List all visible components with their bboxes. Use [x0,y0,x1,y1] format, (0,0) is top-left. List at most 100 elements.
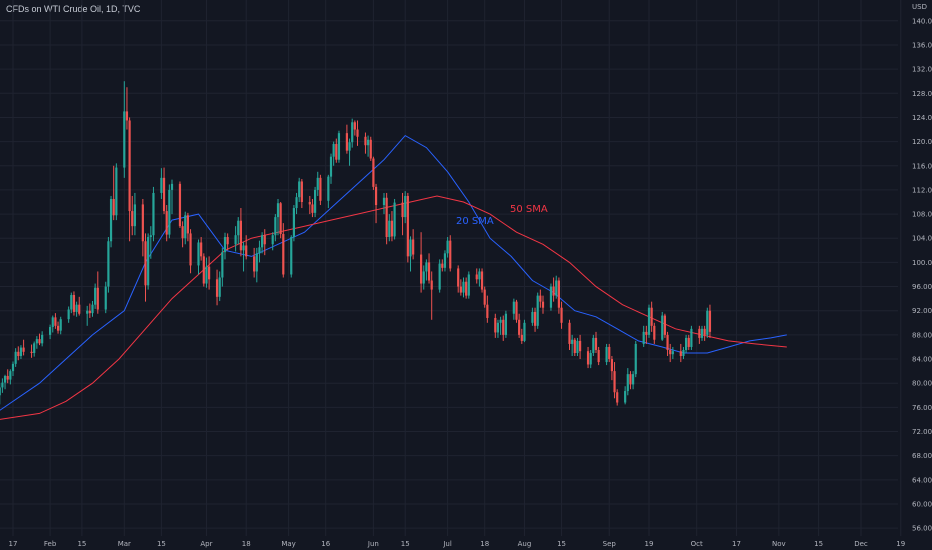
time-axis[interactable]: 17 Feb 15 Mar 15 Apr 18 May 16 Jun 15 Jul 18 Aug 15 Sep… [9,540,932,548]
moving-averages [0,134,787,420]
candle-up [9,369,12,385]
candle-body [632,374,635,385]
candle-body [202,256,205,284]
candle-body [353,122,356,130]
candle-down [480,268,484,293]
candle-down [311,198,314,218]
candle-body [1,382,4,388]
y-tick-label: 128.00 [912,90,932,98]
candle-body [311,204,314,213]
candle-up [41,331,44,347]
candle-up [314,186,317,218]
candle-up [91,301,94,317]
candle-up [425,259,428,281]
candle-down [459,279,462,296]
y-tick-label: 120.00 [912,138,932,146]
candle-body [218,277,221,297]
candle-down [319,174,322,206]
candle-body [586,351,590,365]
candle-up [634,340,637,378]
candle-body [531,311,534,323]
candle-body [332,144,335,157]
candle-body [112,198,115,216]
candle-up [446,237,449,258]
candle-down [441,259,444,272]
price-axis[interactable]: 56.00 60.00 64.00 68.00 72.00 76.00 80.00 84.00… [912,17,932,532]
candle-down [54,313,57,329]
candle-body [499,319,502,323]
candle-up [504,310,507,338]
candle-body [616,392,619,403]
candle-body [314,189,317,213]
candle-down [573,337,576,357]
candle-down [300,179,303,209]
candle-body [666,334,669,350]
candle-up [382,192,386,215]
candle-body [634,343,637,375]
candle-body [59,319,62,331]
candle-body [147,237,150,286]
candle-up [700,325,704,341]
candle-up [536,292,539,329]
candle-up [271,232,274,251]
candle-body [276,203,280,218]
candle-body [144,241,147,286]
candle-body [645,331,648,335]
candle-up [589,349,592,369]
candle-body [11,363,15,372]
candle-up [221,247,224,287]
candle-body [624,391,627,403]
x-tick-label: Oct [691,540,703,548]
candle-up [478,268,481,287]
x-tick-label: 15 [401,540,410,548]
candle-down [88,303,91,318]
x-tick-label: 17 [732,540,741,548]
candle-down [568,319,571,350]
candle-up [59,316,62,335]
candle-body [335,144,338,160]
candle-up [316,171,319,196]
candle-body [88,310,91,314]
candle-down [56,321,60,334]
candle-up [706,307,709,338]
candle-up [107,237,110,293]
x-tick-label: 18 [242,540,251,548]
candle-body [131,211,134,227]
candle-down [650,301,653,332]
x-tick-label: 18 [480,540,489,548]
candle-body [679,351,682,357]
candle-up [327,174,330,209]
candle-body [594,337,598,350]
candle-down [653,322,656,344]
candle-body [49,327,52,335]
candle-body [200,242,203,257]
candle-down [245,235,248,260]
candle-down [189,229,192,274]
x-tick-label: 19 [896,540,905,548]
candle-body [441,263,444,268]
candle-down [586,346,590,369]
candle-up [274,214,277,242]
candle-down [579,334,582,360]
candle-up [276,198,280,236]
candle-down [22,339,25,356]
candle-down [38,333,41,346]
candle-body [226,237,229,245]
candle-body [54,317,57,326]
candle-down [616,389,619,406]
candle-body [9,371,12,380]
interval-label[interactable]: 1D [106,4,118,14]
candle-up [35,336,38,349]
candle-up [438,259,441,293]
candle-body [19,347,23,357]
candle-body [223,237,227,253]
candle-up [685,334,688,353]
candle-body [557,280,560,308]
candle-body [427,262,431,281]
x-tick-label: 15 [77,540,86,548]
candle-up [647,304,651,338]
candle-body [14,351,17,364]
candle-up [467,271,470,299]
candle-down [128,117,131,242]
